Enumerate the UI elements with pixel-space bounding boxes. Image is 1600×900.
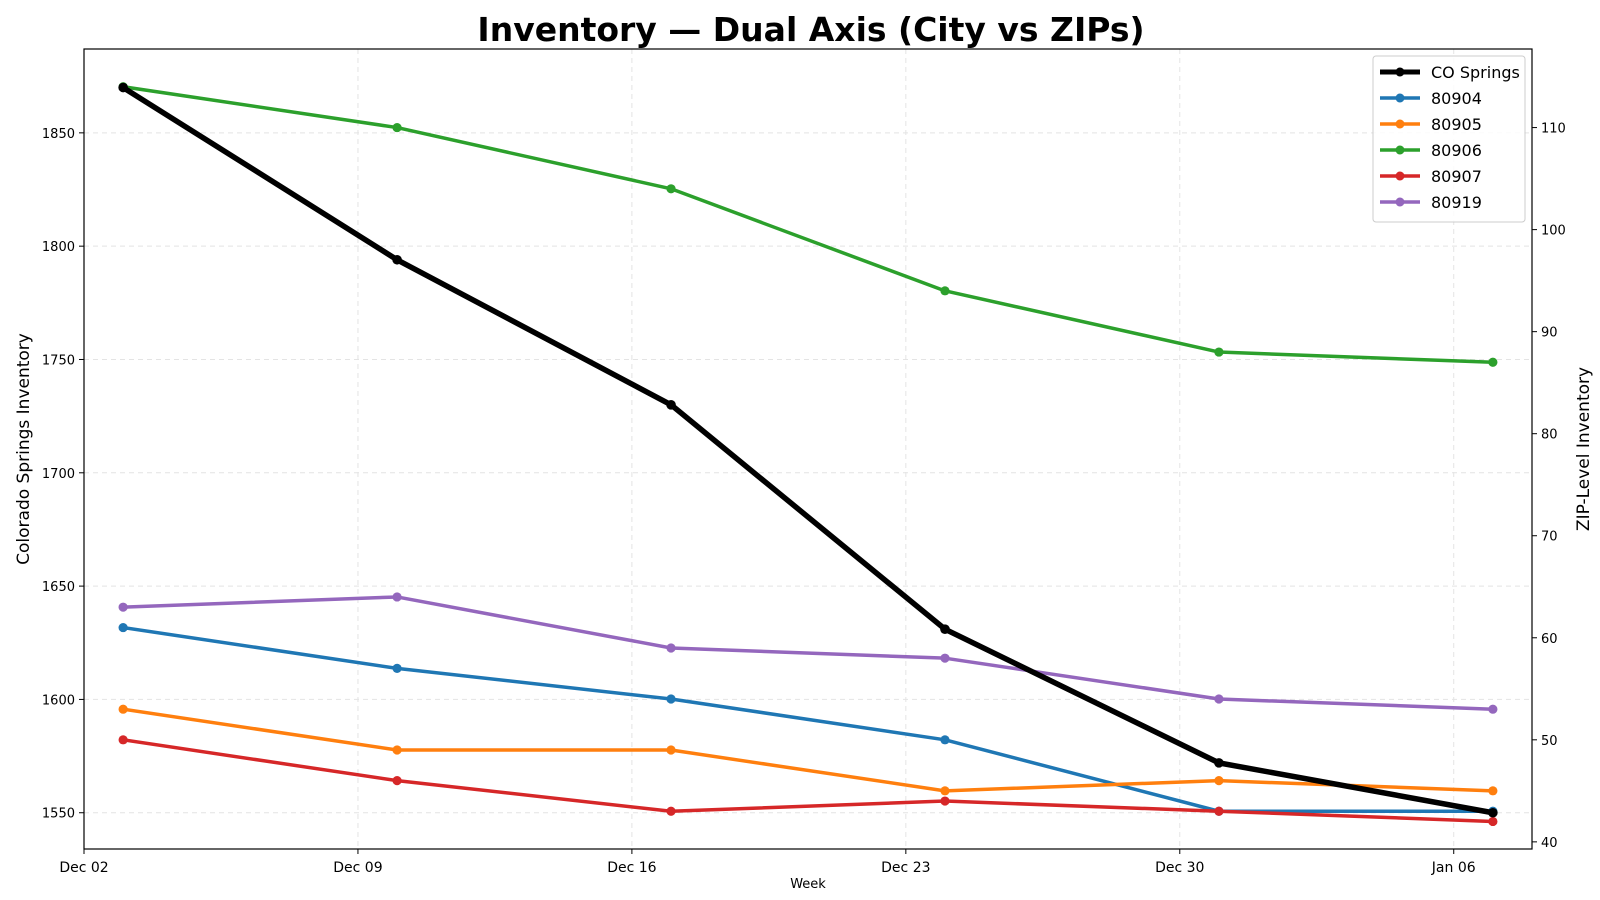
y-right-tick-label: 110	[1541, 122, 1566, 137]
x-tick-label: Dec 09	[333, 860, 382, 876]
legend-item: CO Springs	[1380, 63, 1520, 82]
legend-item: 80905	[1380, 115, 1482, 134]
data-point	[940, 653, 950, 663]
y-left-tick-label: 1600	[42, 693, 75, 708]
y-axis-left-label: Colorado Springs Inventory	[14, 333, 34, 565]
legend-item: 80904	[1380, 89, 1482, 108]
y-left-tick-label: 1750	[42, 353, 75, 368]
y-right-tick-label: 90	[1541, 326, 1558, 341]
data-point	[666, 806, 676, 816]
x-tick-label: Dec 02	[59, 860, 108, 876]
legend-label: 80919	[1431, 193, 1482, 212]
data-point	[940, 286, 950, 296]
data-point	[1214, 806, 1224, 816]
data-point	[392, 745, 402, 755]
x-axis-label: Week	[790, 877, 826, 892]
data-point	[1214, 347, 1224, 357]
legend-label: 80905	[1431, 115, 1482, 134]
legend: CO Springs 80904 80905 80906 80907 80919	[1372, 55, 1526, 223]
data-point	[666, 184, 676, 194]
y-left-tick-label: 1650	[42, 580, 75, 595]
series-80907	[118, 735, 1498, 827]
series-layer	[118, 82, 1498, 827]
data-point	[1488, 357, 1498, 367]
series-line	[121, 738, 1495, 824]
series-80906	[118, 82, 1498, 367]
data-point	[118, 704, 128, 714]
y-left-tick-label: 1700	[42, 467, 75, 482]
y-axis-left: 1550 1600 1650 1700 1750 1800 1850	[42, 127, 84, 822]
y-right-tick-label: 70	[1541, 530, 1558, 545]
y-axis-right-label: ZIP-Level Inventory	[1574, 367, 1594, 531]
y-left-tick-label: 1550	[42, 807, 75, 822]
data-point	[392, 122, 402, 133]
legend-swatch-marker	[1395, 67, 1405, 77]
data-point	[666, 694, 676, 704]
data-point	[118, 622, 128, 633]
legend-label: 80907	[1431, 167, 1482, 186]
data-point	[1214, 776, 1224, 786]
y-right-tick-label: 60	[1541, 632, 1558, 647]
data-point	[940, 735, 950, 745]
x-axis: Dec 02 Dec 09 Dec 16 Dec 23 Dec 30 Jan 06	[59, 849, 1476, 876]
x-tick-label: Jan 06	[1431, 860, 1476, 876]
x-tick-label: Dec 16	[607, 860, 656, 876]
legend-swatch-marker	[1395, 119, 1405, 129]
data-point	[666, 745, 676, 755]
legend-swatch-marker	[1395, 171, 1405, 181]
y-right-tick-label: 80	[1541, 428, 1558, 443]
series-line	[121, 85, 1495, 365]
series-co-springs	[118, 82, 1498, 818]
data-point	[940, 796, 950, 806]
legend-swatch-marker	[1395, 93, 1405, 103]
legend-label: CO Springs	[1431, 63, 1520, 82]
y-left-tick-label: 1800	[42, 240, 75, 255]
data-point	[1488, 807, 1498, 818]
data-point	[392, 663, 402, 673]
legend-item: 80907	[1380, 167, 1482, 186]
legend-item: 80906	[1380, 141, 1482, 160]
series-80919	[118, 592, 1498, 714]
series-line	[121, 595, 1495, 711]
data-point	[666, 643, 676, 653]
y-right-tick-label: 40	[1541, 836, 1558, 851]
data-point	[1214, 758, 1224, 768]
legend-item: 80919	[1380, 193, 1482, 212]
plot-frame	[83, 48, 1533, 850]
data-point	[118, 602, 128, 612]
series-line	[121, 707, 1495, 793]
y-left-tick-label: 1850	[42, 127, 75, 142]
legend-label: 80904	[1431, 89, 1482, 108]
data-point	[392, 254, 402, 265]
legend-label: 80906	[1431, 141, 1482, 160]
data-point	[118, 82, 128, 93]
data-point	[1214, 694, 1224, 704]
y-axis-right: 40 50 60 70 80 90 100 110	[1532, 122, 1566, 851]
data-point	[1488, 704, 1498, 714]
legend-swatch-marker	[1395, 197, 1405, 207]
x-tick-label: Dec 30	[1155, 860, 1204, 876]
x-tick-label: Dec 23	[881, 860, 930, 876]
data-point	[392, 592, 402, 602]
y-right-tick-label: 100	[1541, 224, 1566, 239]
series-line	[120, 84, 1496, 816]
data-point	[666, 400, 676, 410]
y-right-tick-label: 50	[1541, 734, 1558, 749]
data-point	[392, 776, 402, 786]
legend-swatch-marker	[1395, 145, 1405, 155]
data-point	[940, 624, 950, 634]
data-point	[1488, 816, 1498, 827]
chart-title: Inventory — Dual Axis (City vs ZIPs)	[477, 10, 1144, 49]
series-80905	[118, 704, 1498, 796]
data-point	[940, 786, 950, 796]
data-point	[1488, 786, 1498, 796]
data-point	[118, 735, 128, 745]
